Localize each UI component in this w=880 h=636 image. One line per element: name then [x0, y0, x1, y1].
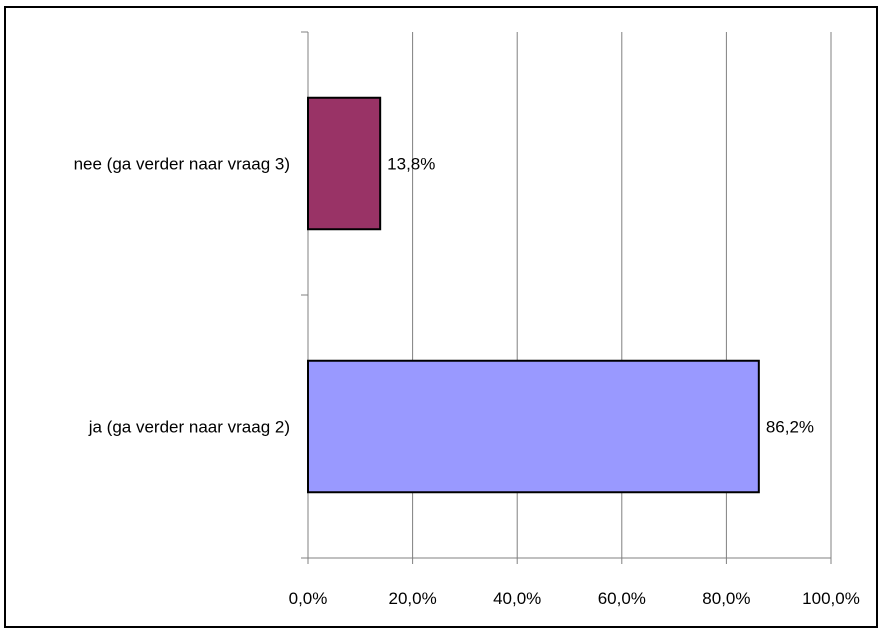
chart-border: [4, 6, 878, 628]
x-tick-label: 100,0%: [802, 589, 860, 608]
x-tick-label: 40,0%: [493, 589, 541, 608]
data-label: 86,2%: [766, 418, 814, 437]
data-label: 13,8%: [387, 155, 435, 174]
x-tick-label: 80,0%: [702, 589, 750, 608]
category-label: ja (ga verder naar vraag 2): [88, 418, 290, 437]
x-tick-label: 60,0%: [598, 589, 646, 608]
bars: [307, 96, 760, 494]
x-tick-label: 20,0%: [388, 589, 436, 608]
category-label: nee (ga verder naar vraag 3): [74, 155, 290, 174]
labels: 0,0% 20,0% 40,0% 60,0% 80,0% 100,0% nee (ga ve…: [74, 155, 860, 609]
bar-ja: [307, 359, 760, 494]
x-tick-label: 0,0%: [289, 589, 328, 608]
bar-nee: [307, 96, 382, 231]
